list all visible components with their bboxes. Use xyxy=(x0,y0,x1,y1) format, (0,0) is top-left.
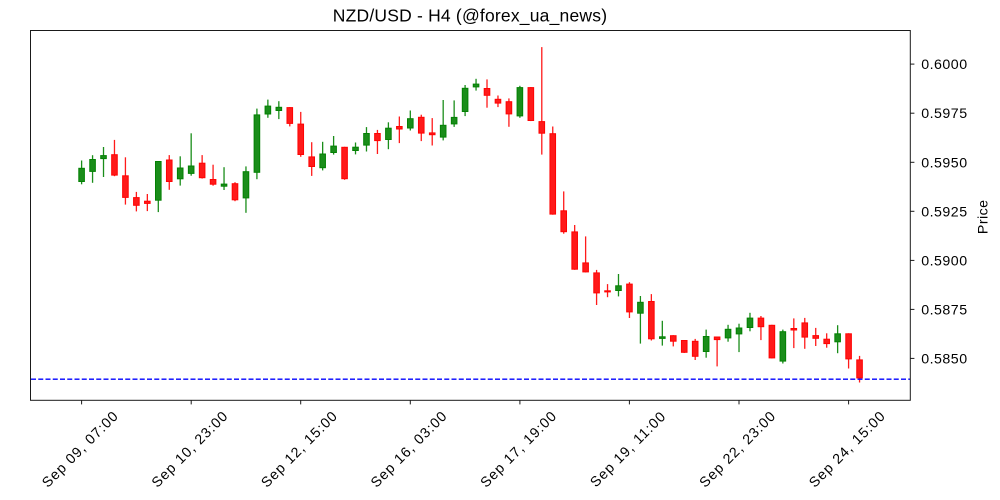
svg-text:NZD/USD - H4 (@forex_ua_news): NZD/USD - H4 (@forex_ua_news) xyxy=(333,6,607,27)
svg-text:0.5900: 0.5900 xyxy=(921,253,967,269)
svg-text:0.5875: 0.5875 xyxy=(921,302,967,318)
svg-text:0.5975: 0.5975 xyxy=(921,106,967,122)
svg-text:0.5950: 0.5950 xyxy=(921,155,967,171)
svg-text:0.5850: 0.5850 xyxy=(921,351,967,367)
svg-text:0.6000: 0.6000 xyxy=(921,57,967,73)
svg-text:0.5925: 0.5925 xyxy=(921,204,967,220)
svg-text:Price: Price xyxy=(975,200,991,235)
